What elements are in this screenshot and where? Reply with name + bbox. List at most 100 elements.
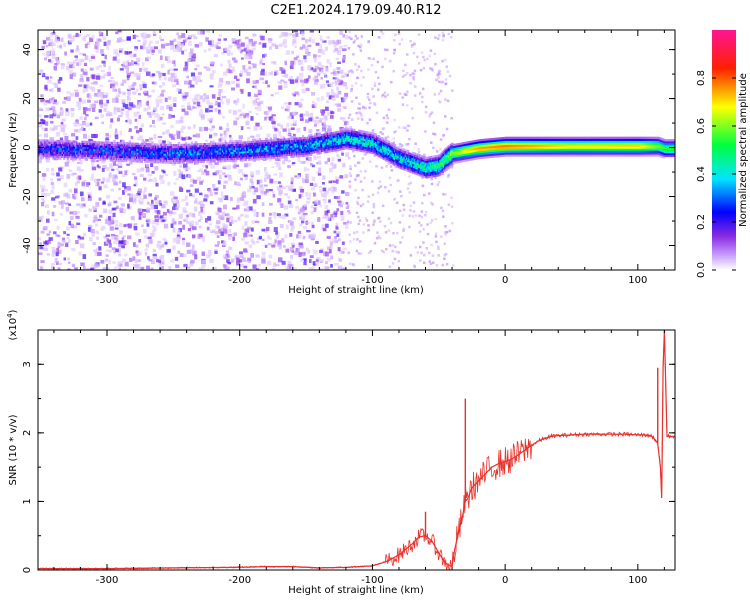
heatmap-cell — [237, 147, 240, 150]
heatmap-cell — [377, 76, 380, 80]
heatmap-cell — [70, 142, 73, 145]
heatmap-cell — [177, 149, 180, 153]
heatmap-cell — [188, 145, 191, 148]
heatmap-cell — [278, 215, 282, 219]
heatmap-cell — [282, 41, 286, 46]
heatmap-cell — [95, 151, 98, 154]
heatmap-cell — [373, 220, 376, 223]
heatmap-cell — [290, 181, 294, 185]
heatmap-cell — [187, 147, 190, 150]
heatmap-cell — [169, 142, 172, 145]
heatmap-cell — [423, 261, 426, 265]
heatmap-cell — [155, 145, 158, 148]
heatmap-cell — [65, 111, 70, 116]
heatmap-cell — [147, 256, 150, 260]
heatmap-cell — [312, 119, 317, 123]
heatmap-cell — [167, 140, 171, 145]
heatmap-cell — [199, 149, 202, 152]
heatmap-cell — [138, 158, 141, 161]
heatmap-cell — [96, 156, 99, 160]
heatmap-cell — [46, 155, 49, 158]
heatmap-cell — [38, 134, 42, 137]
heatmap-cell — [75, 57, 79, 62]
heatmap-cell — [430, 201, 433, 205]
heatmap-cell — [91, 173, 94, 178]
heatmap-cell — [58, 153, 61, 156]
heatmap-cell — [305, 38, 308, 44]
heatmap-cell — [231, 233, 235, 236]
heatmap-cell — [146, 160, 149, 163]
heatmap-cell — [317, 62, 322, 66]
heatmap-cell — [211, 158, 214, 161]
heatmap-cell — [275, 231, 278, 235]
heatmap-cell — [158, 74, 162, 78]
heatmap-cell — [223, 71, 228, 76]
heatmap-cell — [39, 147, 42, 150]
heatmap-cell — [174, 161, 177, 164]
heatmap-cell — [56, 45, 62, 48]
heatmap-cell — [82, 107, 86, 111]
heatmap-cell — [384, 231, 388, 234]
heatmap-cell — [233, 157, 237, 160]
heatmap-cell — [385, 114, 389, 117]
heatmap-cell — [174, 157, 177, 161]
heatmap-cell — [227, 233, 232, 237]
heatmap-cell — [128, 154, 131, 157]
heatmap-cell — [90, 56, 96, 59]
heatmap-cell — [64, 155, 67, 159]
heatmap-cell — [85, 150, 88, 153]
heatmap-cell — [184, 195, 188, 201]
heatmap-cell — [111, 80, 115, 83]
heatmap-cell — [272, 190, 275, 194]
heatmap-cell — [354, 63, 357, 66]
heatmap-cell — [241, 65, 246, 70]
heatmap-cell — [119, 207, 124, 211]
heatmap-cell — [118, 142, 121, 145]
heatmap-cell — [371, 87, 374, 91]
heatmap-cell — [418, 230, 422, 233]
heatmap-cell — [98, 149, 102, 152]
heatmap-cell — [120, 142, 123, 145]
heatmap-cell — [316, 171, 320, 174]
heatmap-cell — [400, 144, 404, 147]
heatmap-cell — [148, 259, 153, 262]
heatmap-cell — [188, 137, 192, 140]
heatmap-cell — [276, 162, 281, 167]
heatmap-cell — [317, 217, 321, 222]
heatmap-cell — [143, 177, 147, 181]
heatmap-cell — [236, 257, 240, 262]
heatmap-cell — [110, 157, 114, 160]
heatmap-cell — [86, 152, 90, 155]
heatmap-cell — [261, 140, 264, 143]
heatmap-cell — [359, 180, 363, 183]
heatmap-cell — [129, 160, 133, 165]
heatmap-cell — [187, 102, 191, 107]
heatmap-cell — [65, 148, 68, 151]
heatmap-cell — [239, 255, 244, 258]
heatmap-cell — [106, 143, 109, 146]
heatmap-cell — [257, 263, 261, 267]
heatmap-cell — [80, 142, 84, 145]
heatmap-cell — [239, 113, 244, 116]
heatmap-cell — [205, 156, 208, 159]
heatmap-cell — [269, 155, 272, 158]
heatmap-cell — [311, 266, 315, 270]
heatmap-cell — [332, 81, 336, 84]
heatmap-cell — [316, 156, 322, 159]
heatmap-cell — [208, 48, 212, 52]
heatmap-cell — [270, 70, 274, 76]
heatmap-cell — [101, 121, 105, 124]
heatmap-cell — [336, 91, 342, 95]
heatmap-cell — [45, 121, 49, 126]
heatmap-cell — [346, 220, 350, 223]
heatmap-cell — [235, 39, 240, 45]
heatmap-cell — [412, 201, 416, 204]
heatmap-cell — [392, 51, 396, 55]
heatmap-cell — [301, 37, 305, 41]
heatmap-cell — [87, 192, 92, 196]
heatmap-cell — [133, 154, 136, 157]
heatmap-cell — [422, 55, 425, 59]
heatmap-cell — [70, 146, 73, 149]
heatmap-cell — [162, 157, 165, 160]
heatmap-cell — [209, 146, 213, 149]
